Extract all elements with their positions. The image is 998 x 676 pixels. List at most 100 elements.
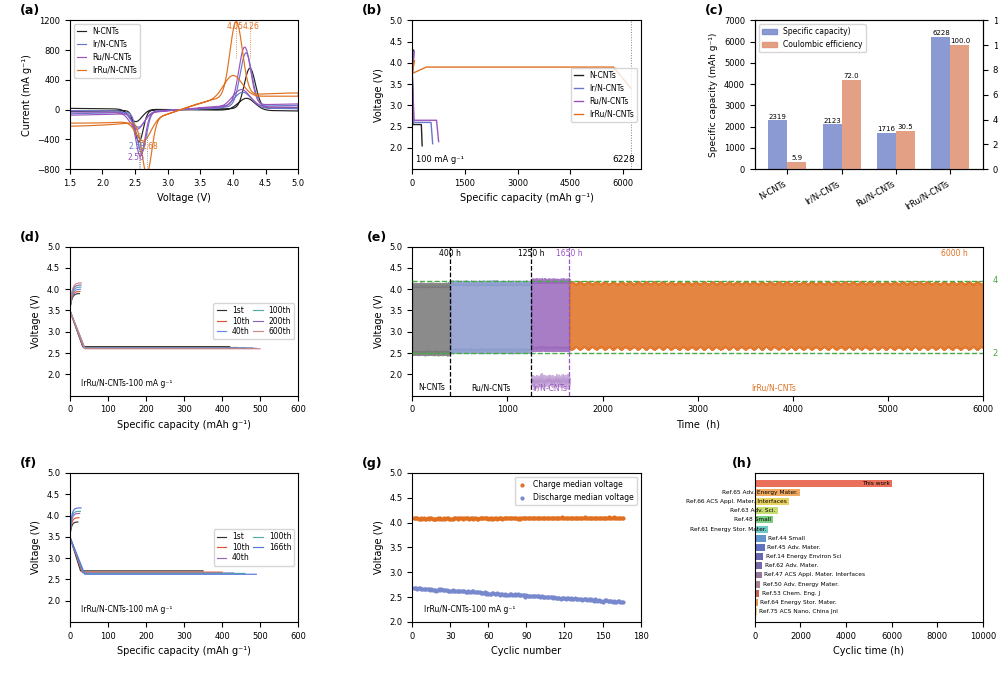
Discharge median voltage [544, 592, 560, 602]
1st [64, 306, 76, 314]
Line: 1st: 1st [70, 537, 203, 571]
Charge median voltage [405, 512, 421, 523]
Discharge median voltage [524, 591, 540, 602]
Discharge median voltage [560, 593, 576, 604]
Discharge median voltage [526, 591, 542, 602]
Ru/N-CNTs [433, 137, 445, 145]
Ru/N-CNTs [280, 103, 292, 112]
Discharge median voltage [592, 596, 608, 606]
Discharge median voltage [440, 585, 456, 596]
Bar [754, 498, 789, 505]
Text: 1716: 1716 [877, 126, 895, 132]
Discharge median voltage [488, 588, 504, 599]
Discharge median voltage [469, 587, 485, 598]
Text: 2.68: 2.68 [142, 142, 159, 151]
Charge median voltage [444, 513, 460, 524]
Discharge median voltage [531, 591, 547, 602]
Discharge median voltage [527, 591, 543, 602]
Charge median voltage [505, 513, 521, 524]
Charge median voltage [478, 512, 494, 523]
Discharge median voltage [466, 587, 482, 598]
Discharge median voltage [522, 590, 538, 601]
Charge median voltage [477, 513, 493, 524]
Charge median voltage [515, 513, 531, 524]
10th [65, 534, 77, 542]
Ru/N-CNTs [239, 43, 250, 51]
100th [64, 533, 76, 541]
Discharge median voltage [483, 588, 499, 599]
Charge median voltage [573, 512, 589, 523]
N-CNTs [133, 137, 145, 145]
Discharge median voltage [605, 597, 621, 608]
Charge median voltage [525, 512, 541, 523]
Charge median voltage [607, 513, 623, 524]
10th [206, 343, 218, 352]
10th [203, 568, 215, 576]
Discharge median voltage [417, 583, 433, 594]
Discharge median voltage [442, 585, 458, 596]
X-axis label: Voltage (V): Voltage (V) [157, 193, 211, 203]
Line: 40th: 40th [70, 537, 234, 573]
Text: (f): (f) [20, 457, 37, 470]
Discharge median voltage [530, 591, 546, 602]
Charge median voltage [431, 513, 447, 524]
Discharge median voltage [475, 587, 491, 598]
Discharge median voltage [433, 584, 449, 595]
Charge median voltage [568, 512, 584, 523]
Discharge median voltage [460, 586, 476, 597]
40th [203, 569, 215, 577]
Charge median voltage [456, 513, 472, 524]
Text: 6000 h: 6000 h [941, 249, 968, 258]
Discharge median voltage [587, 594, 603, 605]
Discharge median voltage [607, 597, 623, 608]
Discharge median voltage [452, 585, 468, 596]
100th [224, 569, 236, 577]
Charge median voltage [501, 513, 517, 524]
Discharge median voltage [569, 594, 585, 604]
N-CNTs [414, 120, 426, 128]
Text: 400 h: 400 h [439, 249, 461, 258]
Discharge median voltage [600, 595, 616, 606]
Charge median voltage [576, 513, 592, 524]
Discharge median voltage [606, 596, 622, 606]
Line: N-CNTs: N-CNTs [70, 68, 298, 141]
Text: (h): (h) [732, 457, 752, 470]
40th [239, 344, 250, 352]
X-axis label: Specific capacity (mAh g⁻¹): Specific capacity (mAh g⁻¹) [459, 193, 594, 203]
Discharge median voltage [507, 589, 523, 600]
Charge median voltage [447, 513, 463, 524]
Discharge median voltage [516, 590, 532, 601]
Text: 2.58: 2.58 [128, 142, 145, 151]
Charge median voltage [596, 512, 612, 523]
IrRu/N-CNTs [64, 119, 76, 127]
Discharge median voltage [464, 585, 480, 596]
Text: 6228: 6228 [613, 155, 636, 164]
Charge median voltage [461, 513, 477, 524]
40th [165, 569, 177, 577]
1st [64, 533, 76, 541]
166th [176, 571, 188, 579]
Discharge median voltage [578, 594, 594, 605]
100th [212, 569, 224, 577]
Bar [754, 599, 758, 606]
Discharge median voltage [510, 589, 526, 600]
Ir/N-CNTs [262, 102, 274, 110]
10th [158, 568, 170, 576]
Discharge median voltage [543, 592, 559, 602]
Discharge median voltage [408, 583, 424, 594]
Bar [768, 120, 787, 169]
N-CNTs [406, 72, 418, 80]
N-CNTs [219, 105, 231, 113]
200th [79, 344, 91, 352]
IrRu/N-CNTs [219, 82, 231, 90]
Discharge median voltage [484, 587, 500, 598]
Text: Ref.44 Small: Ref.44 Small [768, 536, 805, 541]
Text: IrRu/N-CNTs-100 mA g⁻¹: IrRu/N-CNTs-100 mA g⁻¹ [81, 606, 173, 614]
Discharge median voltage [435, 584, 451, 595]
Text: IrRu/N-CNTs-100 mA g⁻¹: IrRu/N-CNTs-100 mA g⁻¹ [81, 379, 173, 388]
Charge median voltage [498, 513, 514, 524]
Discharge median voltage [566, 594, 582, 604]
Text: Ref.61 Energy Stor. Mater.: Ref.61 Energy Stor. Mater. [690, 527, 766, 531]
Charge median voltage [558, 512, 574, 523]
Ru/N-CNTs [422, 116, 434, 124]
